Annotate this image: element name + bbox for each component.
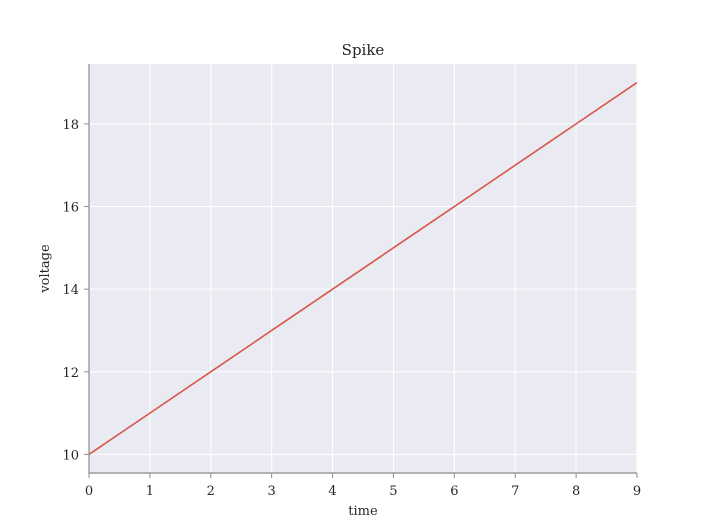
x-axis-label: time (348, 504, 378, 519)
y-tick-label: 14 (62, 283, 79, 298)
series-group (88, 81, 638, 456)
x-tick-label: 2 (207, 484, 215, 499)
axes-spines (88, 64, 637, 474)
x-tick-label: 9 (633, 484, 641, 499)
y-tick-label: 12 (62, 366, 79, 381)
x-tick-label: 7 (511, 484, 519, 499)
x-tick-label: 4 (328, 484, 336, 499)
y-tick-label: 16 (62, 201, 79, 216)
x-axis-ticks: 0 1 2 3 4 5 6 7 8 9 (85, 473, 641, 499)
y-axis-ticks: 10 12 14 16 18 (62, 118, 89, 463)
chart-title: Spike (342, 41, 385, 59)
y-tick-label: 18 (62, 118, 79, 133)
x-tick-label: 1 (146, 484, 154, 499)
x-tick-label: 6 (450, 484, 458, 499)
grid-lines (88, 64, 638, 473)
x-tick-label: 0 (85, 484, 93, 499)
x-tick-label: 8 (572, 484, 580, 499)
series-line (88, 81, 638, 456)
x-tick-label: 3 (268, 484, 276, 499)
y-axis-label: voltage (38, 244, 53, 294)
y-tick-label: 10 (62, 448, 79, 463)
x-tick-label: 5 (389, 484, 397, 499)
